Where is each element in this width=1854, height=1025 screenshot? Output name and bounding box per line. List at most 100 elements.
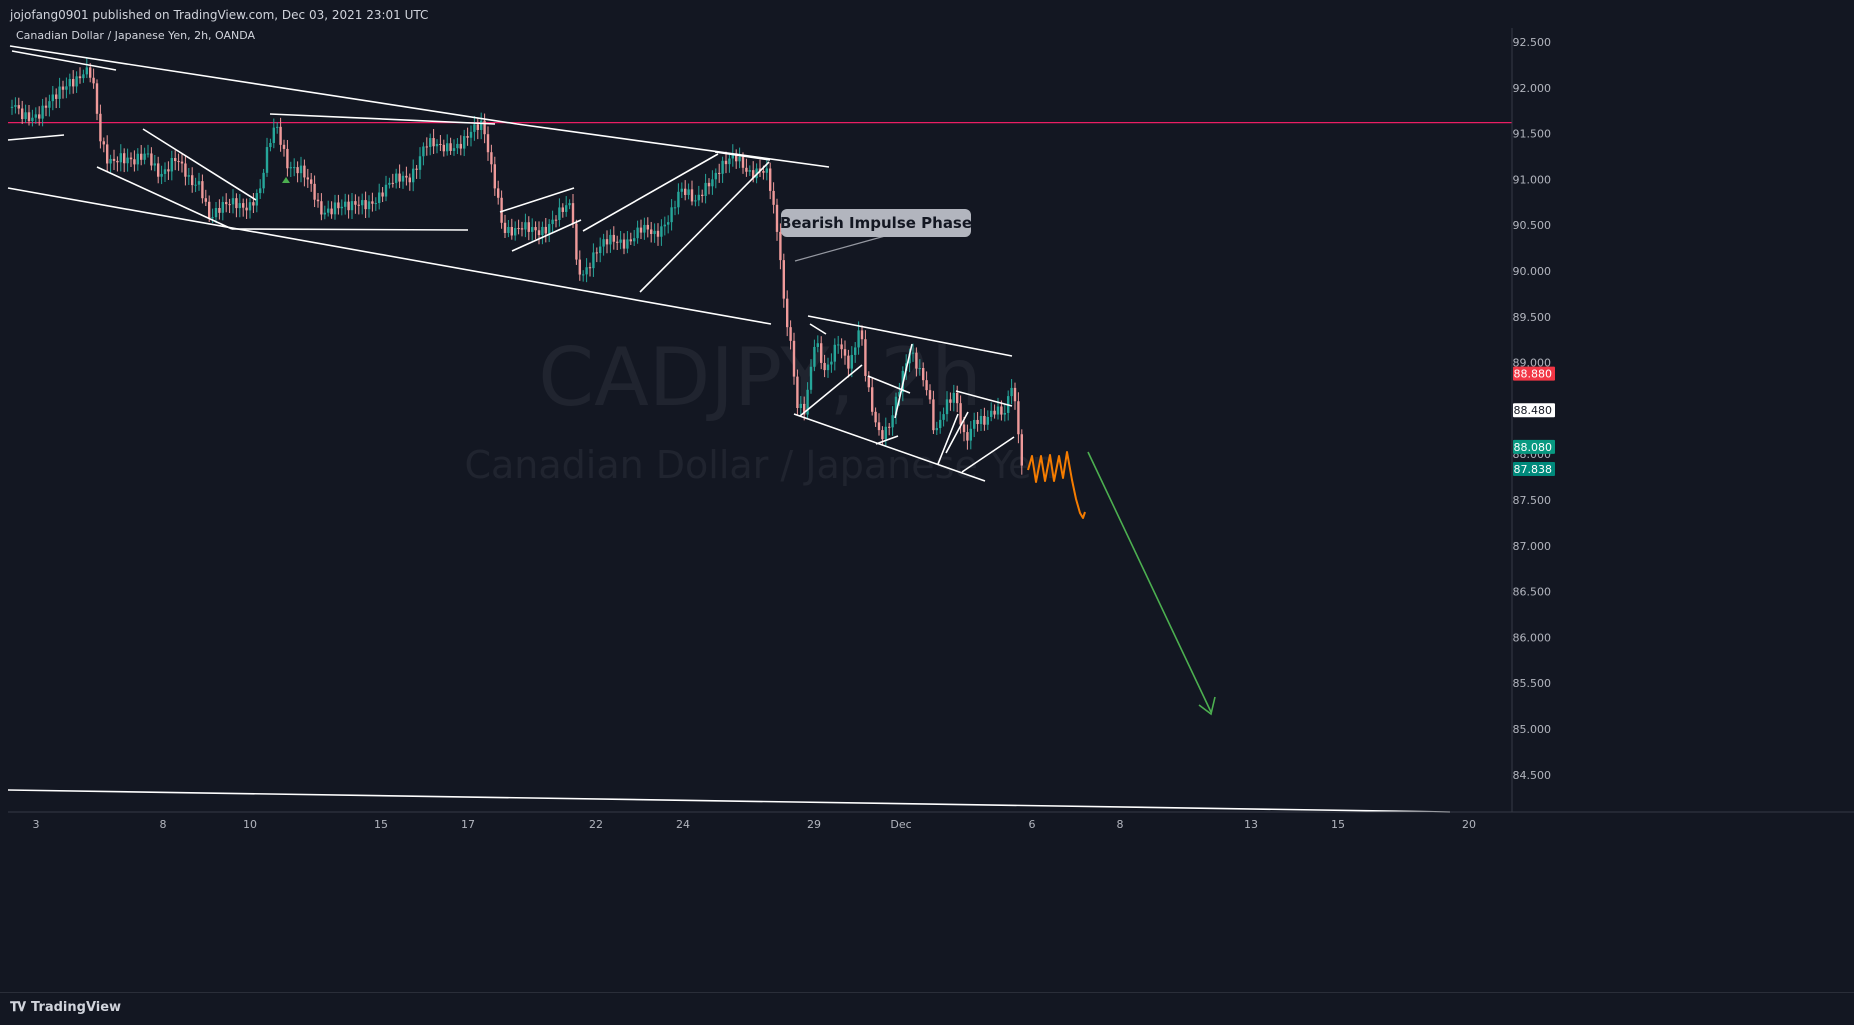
candle-body[interactable] xyxy=(259,188,262,194)
candle-body[interactable] xyxy=(34,114,37,118)
candle-body[interactable] xyxy=(262,172,265,189)
candle-body[interactable] xyxy=(136,153,139,165)
candle-body[interactable] xyxy=(833,344,836,362)
candle-body[interactable] xyxy=(157,163,160,177)
candle-body[interactable] xyxy=(884,426,887,440)
candle-body[interactable] xyxy=(95,83,99,114)
trendline[interactable] xyxy=(231,228,469,231)
candle-body[interactable] xyxy=(299,165,303,174)
candle-body[interactable] xyxy=(330,208,333,215)
candle-body[interactable] xyxy=(731,153,734,159)
candle-body[interactable] xyxy=(769,168,772,191)
trendline[interactable] xyxy=(807,315,1013,357)
trendline[interactable] xyxy=(799,364,863,417)
price-label-box[interactable] xyxy=(1513,439,1555,454)
candle-body[interactable] xyxy=(690,189,694,202)
candle-body[interactable] xyxy=(408,177,411,183)
candle-body[interactable] xyxy=(378,192,381,204)
candle-body[interactable] xyxy=(180,161,184,164)
candlestick-chart[interactable]: CADJPY, 2h Canadian Dollar / Japanese Yen… xyxy=(0,0,1854,992)
trendline[interactable] xyxy=(955,390,1013,407)
candle-body[interactable] xyxy=(680,188,683,192)
candle-body[interactable] xyxy=(582,274,585,276)
candle-body[interactable] xyxy=(544,226,547,234)
candle-body[interactable] xyxy=(854,347,857,355)
candle-body[interactable] xyxy=(840,344,843,350)
candle-body[interactable] xyxy=(354,201,357,205)
candle-body[interactable] xyxy=(58,86,61,99)
trendline[interactable] xyxy=(582,153,719,232)
candle-body[interactable] xyxy=(279,126,282,145)
candle-body[interactable] xyxy=(177,161,180,163)
candle-body[interactable] xyxy=(497,188,500,198)
candle-body[interactable] xyxy=(979,415,983,425)
price-label-box[interactable] xyxy=(1513,403,1555,418)
candle-body[interactable] xyxy=(741,156,745,168)
candle-body[interactable] xyxy=(714,172,717,180)
candle-body[interactable] xyxy=(837,344,840,346)
candle-body[interactable] xyxy=(473,124,476,132)
candle-body[interactable] xyxy=(38,114,41,119)
candle-body[interactable] xyxy=(75,76,78,87)
candle-body[interactable] xyxy=(289,167,292,169)
candle-body[interactable] xyxy=(762,171,765,173)
price-axis[interactable]: 92.500 92.000 91.500 91.000 90.500 90.000 89.5… xyxy=(1511,28,1555,812)
candle-body[interactable] xyxy=(276,126,279,128)
candle-body[interactable] xyxy=(874,411,877,423)
candle-body[interactable] xyxy=(27,112,31,122)
candle-body[interactable] xyxy=(514,228,517,236)
candle-body[interactable] xyxy=(663,224,666,227)
candle-body[interactable] xyxy=(14,105,17,107)
candle-body[interactable] xyxy=(609,234,612,245)
candle-body[interactable] xyxy=(942,414,945,420)
candle-body[interactable] xyxy=(721,160,724,174)
candle-body[interactable] xyxy=(126,157,129,164)
candle-body[interactable] xyxy=(313,183,316,200)
candle-body[interactable] xyxy=(588,267,592,269)
candle-body[interactable] xyxy=(571,203,575,224)
candle-body[interactable] xyxy=(510,226,513,236)
candle-body[interactable] xyxy=(782,260,785,299)
candle-body[interactable] xyxy=(684,188,687,195)
candle-body[interactable] xyxy=(928,390,932,400)
candle-body[interactable] xyxy=(578,259,581,275)
candle-body[interactable] xyxy=(918,368,921,370)
candle-body[interactable] xyxy=(860,330,864,340)
candle-body[interactable] xyxy=(891,415,894,428)
candle-body[interactable] xyxy=(1013,387,1017,402)
long-term-trendline[interactable] xyxy=(7,789,1451,813)
price-label-box[interactable] xyxy=(1513,462,1555,477)
candle-body[interactable] xyxy=(466,136,469,138)
candle-body[interactable] xyxy=(619,239,622,243)
candle-body[interactable] xyxy=(456,143,459,149)
candle-body[interactable] xyxy=(949,399,952,403)
candle-body[interactable] xyxy=(945,399,949,415)
candle-body[interactable] xyxy=(24,112,27,120)
candle-body[interactable] xyxy=(435,143,439,147)
candle-body[interactable] xyxy=(599,246,602,254)
forecast-path[interactable] xyxy=(1027,451,1086,519)
candle-body[interactable] xyxy=(388,182,391,185)
candle-body[interactable] xyxy=(235,198,238,209)
trendline[interactable] xyxy=(961,436,1015,473)
candle-body[interactable] xyxy=(272,127,275,143)
candle-body[interactable] xyxy=(877,422,881,431)
candle-body[interactable] xyxy=(381,192,384,197)
candle-body[interactable] xyxy=(197,181,201,185)
candle-body[interactable] xyxy=(677,191,680,208)
candle-body[interactable] xyxy=(847,355,850,369)
candle-body[interactable] xyxy=(561,207,564,212)
candle-body[interactable] xyxy=(384,184,388,197)
candle-body[interactable] xyxy=(507,226,510,233)
trendline[interactable] xyxy=(516,123,830,168)
candle-body[interactable] xyxy=(194,184,197,186)
candle-body[interactable] xyxy=(41,105,44,119)
candle-body[interactable] xyxy=(347,201,350,211)
candle-body[interactable] xyxy=(585,267,588,275)
candle-body[interactable] xyxy=(956,392,959,404)
trendline[interactable] xyxy=(511,219,582,252)
candle-body[interactable] xyxy=(660,226,663,237)
candle-body[interactable] xyxy=(296,167,299,174)
candle-body[interactable] xyxy=(286,148,289,169)
trendline[interactable] xyxy=(867,375,911,394)
